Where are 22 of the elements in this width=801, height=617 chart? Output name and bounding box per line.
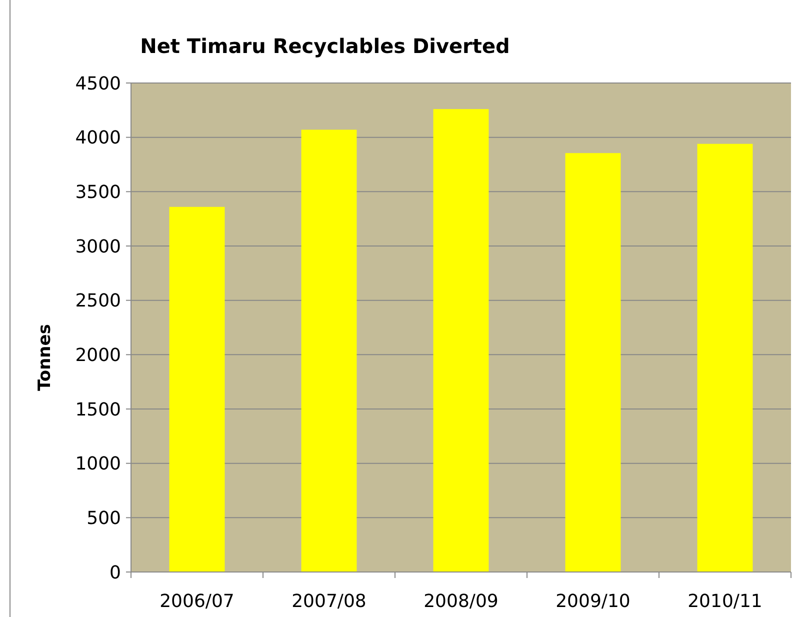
y-axis-title: Tonnes	[35, 324, 55, 391]
x-tick-label: 2007/08	[292, 591, 366, 612]
x-tick-label: 2006/07	[160, 591, 234, 612]
x-tick-label: 2009/10	[556, 591, 630, 612]
y-tick-label: 2500	[75, 290, 121, 312]
x-tick-label: 2008/09	[424, 591, 498, 612]
y-tick-label: 3000	[75, 236, 121, 258]
bar	[169, 206, 225, 572]
y-tick-label: 2000	[75, 344, 121, 366]
chart-title: Net Timaru Recyclables Diverted	[140, 34, 510, 58]
y-tick-label: 4000	[75, 128, 121, 149]
bar	[697, 144, 753, 572]
bar	[565, 153, 621, 572]
y-tick-label: 3500	[75, 182, 121, 203]
y-tick-label: 1000	[75, 454, 121, 475]
x-tick-label: 2010/11	[688, 591, 762, 612]
y-tick-label: 0	[110, 562, 121, 584]
bar	[433, 109, 489, 572]
y-tick-label: 500	[86, 508, 121, 529]
y-tick-label: 4500	[75, 73, 121, 94]
y-tick-label: 1500	[75, 399, 121, 420]
bar	[301, 130, 357, 572]
